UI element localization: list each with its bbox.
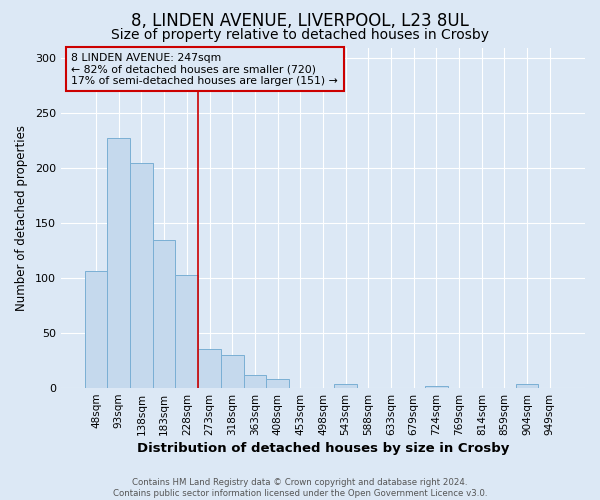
Bar xyxy=(244,375,266,388)
Text: 8, LINDEN AVENUE, LIVERPOOL, L23 8UL: 8, LINDEN AVENUE, LIVERPOOL, L23 8UL xyxy=(131,12,469,30)
Bar xyxy=(85,270,107,388)
Bar xyxy=(334,384,357,388)
Bar xyxy=(198,348,221,388)
Bar xyxy=(175,275,198,388)
Bar xyxy=(516,384,538,388)
X-axis label: Distribution of detached houses by size in Crosby: Distribution of detached houses by size … xyxy=(137,442,509,455)
Bar xyxy=(153,240,175,388)
Bar xyxy=(221,355,244,388)
Bar xyxy=(266,380,289,388)
Bar xyxy=(107,138,130,388)
Text: 8 LINDEN AVENUE: 247sqm
← 82% of detached houses are smaller (720)
17% of semi-d: 8 LINDEN AVENUE: 247sqm ← 82% of detache… xyxy=(71,52,338,86)
Text: Contains HM Land Registry data © Crown copyright and database right 2024.
Contai: Contains HM Land Registry data © Crown c… xyxy=(113,478,487,498)
Text: Size of property relative to detached houses in Crosby: Size of property relative to detached ho… xyxy=(111,28,489,42)
Bar xyxy=(130,163,153,388)
Y-axis label: Number of detached properties: Number of detached properties xyxy=(15,125,28,311)
Bar xyxy=(425,386,448,388)
